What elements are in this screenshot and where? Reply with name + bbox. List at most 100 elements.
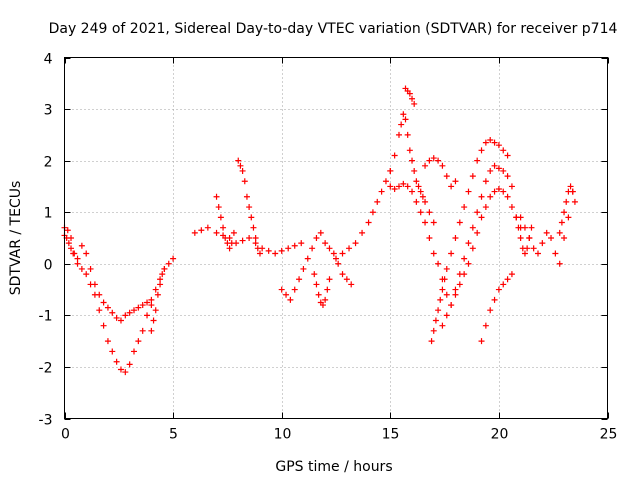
data-point [220,224,227,231]
data-point [487,167,494,174]
data-point [513,214,520,221]
data-point [311,271,318,278]
data-point [430,250,437,257]
data-point [144,299,151,306]
data-point [469,173,476,180]
data-point [122,369,129,376]
data-point [491,188,498,195]
data-point [552,250,559,257]
data-point [448,302,455,309]
data-point [78,265,85,272]
data-point [452,235,459,241]
data-point [524,245,531,252]
data-point [563,198,570,205]
data-point [109,348,116,355]
series-s20 [513,214,535,257]
data-point [126,309,133,316]
data-point [343,276,350,283]
data-point [456,219,463,226]
data-point [204,224,211,231]
data-point [222,235,229,241]
data-point [296,276,303,283]
data-point [500,167,507,174]
data-point [417,209,424,216]
series-s11 [402,85,418,107]
data-point [152,307,159,314]
data-point [441,276,448,283]
data-point [556,229,563,236]
data-point [495,186,502,193]
data-point [515,224,522,231]
data-point [235,157,242,164]
data-point [237,162,244,169]
series-s9 [333,167,394,262]
data-point [74,255,81,262]
data-point [96,307,103,314]
data-point [246,235,253,241]
data-point [391,152,398,159]
data-point [387,167,394,174]
data-point [395,131,402,138]
chart-title: Day 249 of 2021, Sidereal Day-to-day VTE… [49,21,618,37]
data-point [474,157,481,164]
data-point [508,183,515,190]
axis-ticks [64,57,609,420]
data-point [150,317,157,324]
data-point [413,198,420,205]
data-point [443,291,450,298]
data-point [400,111,407,118]
data-point [478,214,485,221]
data-point [443,312,450,319]
data-point [369,209,376,216]
data-point [148,302,155,309]
x-tick-label: 20 [491,427,509,443]
data-point [419,193,426,200]
data-point [530,245,537,252]
data-point [322,296,329,303]
y-tick-label: -3 [39,413,53,429]
data-point [228,240,235,247]
data-point [315,291,322,298]
data-point [248,214,255,221]
data-point [122,312,129,319]
data-point [157,276,164,283]
data-point [432,317,439,324]
y-tick-labels: -3 -2 -1 0 1 2 3 4 [39,52,53,429]
data-point [339,250,346,257]
data-point [406,147,413,154]
data-point [500,281,507,288]
x-tick-label: 0 [61,427,70,443]
data-point [135,304,142,311]
data-point [482,178,489,185]
x-tick-labels: 0 5 10 15 20 25 [61,427,617,443]
data-point [300,265,307,272]
data-point [254,245,261,252]
data-point [413,178,420,185]
data-point [87,265,94,272]
series-s16 [448,186,524,309]
y-tick-label: 1 [44,206,53,222]
data-point [500,147,507,154]
data-point [417,188,424,195]
data-point [404,131,411,138]
data-point [322,240,329,247]
data-point [139,327,146,334]
data-point [465,240,472,247]
series-s19 [556,183,578,236]
series-s6 [213,193,237,252]
data-point [500,188,507,195]
data-point [239,167,246,174]
data-point [213,193,220,200]
data-point [448,183,455,190]
data-point [567,183,574,190]
data-point [487,307,494,314]
data-point [448,250,455,257]
data-point [131,348,138,355]
data-point [461,271,468,278]
data-point [326,276,333,283]
data-point [109,309,116,316]
data-point [426,209,433,216]
data-point [378,188,385,195]
data-point [411,100,418,107]
